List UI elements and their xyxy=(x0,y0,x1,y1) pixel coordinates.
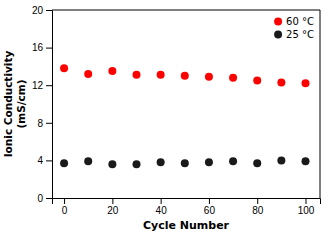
y-tick-label: 0 xyxy=(37,193,43,204)
frame-right xyxy=(320,10,321,198)
point xyxy=(253,77,261,85)
x-axis: 0 20 40 60 80 100 xyxy=(53,198,321,216)
y-axis: 0 4 8 12 16 20 xyxy=(32,5,53,204)
y-tick-mark xyxy=(46,85,52,86)
point xyxy=(108,160,116,168)
x-tick: 100 xyxy=(298,198,315,216)
x-tick-label: 100 xyxy=(298,205,315,216)
point xyxy=(133,71,141,79)
legend-label: 60 °C xyxy=(286,16,314,27)
y-tick: 20 xyxy=(32,5,52,16)
point xyxy=(302,79,310,87)
point xyxy=(277,78,285,86)
chart: 0 20 40 60 80 100 0 4 8 12 16 20 60 °C 25 °C Cycle Num… xyxy=(0,0,332,234)
point xyxy=(277,156,285,164)
points xyxy=(60,64,309,168)
legend-swatch xyxy=(274,31,282,39)
y-tick-label: 20 xyxy=(32,5,44,16)
x-axis-title: Cycle Number xyxy=(143,219,230,232)
point xyxy=(253,159,261,167)
y-tick-mark xyxy=(46,123,52,124)
point xyxy=(108,67,116,75)
y-tick-label: 12 xyxy=(32,80,44,91)
legend-item: 60 °C xyxy=(274,16,314,27)
point xyxy=(229,157,237,165)
x-tick-label: 40 xyxy=(156,205,168,216)
y-tick-mark xyxy=(46,48,52,49)
x-tick: 0 xyxy=(62,198,68,216)
legend-item: 25 °C xyxy=(274,29,314,40)
x-tick-mark xyxy=(161,198,162,204)
point xyxy=(229,74,237,82)
point xyxy=(181,72,189,80)
legend-label: 25 °C xyxy=(286,29,314,40)
point xyxy=(157,158,165,166)
point xyxy=(205,158,213,166)
y-tick-mark xyxy=(46,160,52,161)
x-tick-mark xyxy=(257,198,258,204)
x-tick-mark xyxy=(64,198,65,204)
x-tick-label: 0 xyxy=(62,205,68,216)
x-tick: 20 xyxy=(107,198,119,216)
point xyxy=(133,160,141,168)
point xyxy=(60,159,68,167)
point xyxy=(157,71,165,79)
x-axis-line xyxy=(53,199,321,205)
x-tick: 40 xyxy=(156,198,168,216)
x-tick: 60 xyxy=(204,198,216,216)
x-tick: 80 xyxy=(252,198,264,216)
plot: 0 20 40 60 80 100 0 4 8 12 16 20 60 °C 25 °C xyxy=(32,5,321,216)
y-axis-title: Ionic Conductivity(mS/cm) xyxy=(2,51,27,158)
point xyxy=(302,157,310,165)
y-tick-mark xyxy=(46,10,52,11)
x-tick-label: 80 xyxy=(252,205,264,216)
point xyxy=(60,64,68,72)
y-tick: 4 xyxy=(37,155,52,166)
y-tick-label: 4 xyxy=(37,155,43,166)
frame-top xyxy=(52,10,320,11)
point xyxy=(205,73,213,81)
y-tick: 12 xyxy=(32,80,52,91)
point xyxy=(84,157,92,165)
point xyxy=(181,159,189,167)
y-tick-mark xyxy=(46,198,52,199)
series xyxy=(60,156,309,168)
y-axis-line xyxy=(46,11,53,199)
x-tick-mark xyxy=(112,198,113,204)
point xyxy=(84,70,92,78)
legend: 60 °C 25 °C xyxy=(274,16,314,40)
x-tick-mark xyxy=(209,198,210,204)
x-tick-label: 20 xyxy=(107,205,119,216)
series xyxy=(60,64,309,87)
legend-swatch xyxy=(274,18,282,26)
x-tick-mark xyxy=(306,198,307,204)
y-tick-label: 8 xyxy=(37,118,43,129)
y-tick: 8 xyxy=(37,118,52,129)
y-tick: 0 xyxy=(37,193,52,204)
y-tick-label: 16 xyxy=(32,42,44,53)
y-tick: 16 xyxy=(32,42,52,53)
x-tick-label: 60 xyxy=(204,205,216,216)
